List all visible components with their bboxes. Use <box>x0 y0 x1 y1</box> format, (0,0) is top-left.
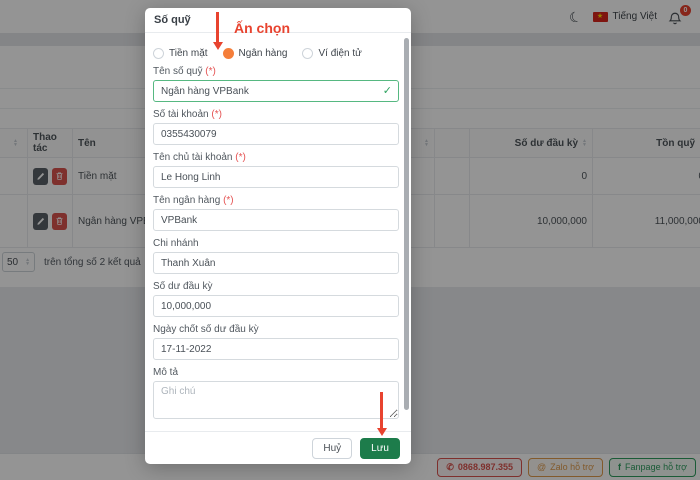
modal-header: Số quỹ <box>145 8 411 33</box>
radio-cash[interactable]: Tiền mặt <box>153 48 208 59</box>
cell-opening-balance: 0 <box>470 158 593 194</box>
field-account-number: Số tài khoản (*) <box>153 109 399 145</box>
page-size-select[interactable]: 50 ▲ ▼ <box>2 252 35 272</box>
delete-button[interactable] <box>52 167 67 185</box>
header-index[interactable]: ▲ ▼ <box>0 129 28 157</box>
phone-support-button[interactable]: ✆ 0868.987.355 <box>437 457 522 477</box>
radio-circle-icon <box>222 48 234 59</box>
modal-footer: Huỷ Lưu <box>145 431 411 464</box>
radio-ewallet[interactable]: Ví điện tử <box>302 48 362 59</box>
annotation-arrow-select <box>212 12 223 50</box>
field-branch: Chi nhánh <box>153 238 399 274</box>
bank-name-input[interactable] <box>153 209 399 231</box>
edit-button[interactable] <box>33 212 48 230</box>
cell-opening-balance: 10,000,000 <box>470 195 593 247</box>
fund-modal: Số quỹ Tiền mặt Ngân hàng Ví điện tử Tên… <box>145 8 411 464</box>
save-button[interactable]: Lưu <box>360 437 400 459</box>
closing-date-input[interactable] <box>153 338 399 360</box>
account-holder-input[interactable] <box>153 166 399 188</box>
modal-body: Tiền mặt Ngân hàng Ví điện tử Tên số quỹ… <box>145 33 411 431</box>
facebook-icon: f <box>618 461 622 472</box>
edit-button[interactable] <box>33 167 48 185</box>
cell-fund-balance: 0 <box>593 158 700 194</box>
opening-balance-input[interactable] <box>153 295 399 317</box>
cancel-button[interactable]: Huỷ <box>312 437 353 459</box>
sort-icon: ▲▼ <box>13 138 18 148</box>
notification-bell-icon[interactable]: 0 <box>668 3 692 27</box>
results-summary: trên tổng số 2 kết quả <box>44 256 141 268</box>
radio-circle-icon <box>153 48 164 59</box>
field-account-holder: Tên chủ tài khoản (*) <box>153 152 399 188</box>
cell-fund-balance: 11,000,000 <box>654 215 700 227</box>
zalo-support-button[interactable]: @ Zalo hỗ trợ <box>527 457 604 477</box>
annotation-hint-text: Ấn chọn <box>234 20 290 36</box>
valid-check-icon: ✓ <box>382 85 392 97</box>
delete-button[interactable] <box>52 212 67 230</box>
header-actions: Thao tác <box>28 129 73 157</box>
field-closing-date: Ngày chốt số dư đầu kỳ <box>153 324 399 360</box>
header-opening-balance[interactable]: Số dư đầu kỳ ▲ ▼ <box>470 129 593 157</box>
field-description: Mô tả <box>153 367 399 424</box>
field-bank-name: Tên ngân hàng (*) <box>153 195 399 231</box>
notification-badge: 0 <box>679 3 692 17</box>
row-actions <box>28 195 73 247</box>
phone-icon: ✆ <box>446 461 454 472</box>
sort-icon: ▲▼ <box>424 138 429 148</box>
zalo-icon: @ <box>536 461 547 472</box>
description-textarea[interactable] <box>153 381 399 419</box>
row-actions <box>28 158 73 194</box>
modal-scrollbar-thumb[interactable] <box>404 38 409 410</box>
fund-type-radio-group: Tiền mặt Ngân hàng Ví điện tử <box>153 48 399 59</box>
modal-title: Số quỹ <box>154 14 191 26</box>
fund-name-input[interactable] <box>153 80 399 102</box>
header-spacer <box>435 129 470 157</box>
vietnam-flag-icon: ★ <box>592 11 608 22</box>
field-opening-balance: Số dư đầu kỳ <box>153 281 399 317</box>
select-caret-icon: ▲ ▼ <box>25 257 31 267</box>
sort-icon: ▲▼ <box>582 138 587 148</box>
language-switcher[interactable]: ★ Tiếng Việt <box>592 11 657 22</box>
radio-bank[interactable]: Ngân hàng <box>222 48 287 59</box>
branch-input[interactable] <box>153 252 399 274</box>
language-label: Tiếng Việt <box>612 11 657 22</box>
annotation-arrow-save <box>376 392 387 436</box>
pagination: 50 ▲ ▼ trên tổng số 2 kết quả <box>2 252 141 272</box>
radio-circle-icon <box>302 48 314 59</box>
field-fund-name: Tên số quỹ (*) ✓ <box>153 66 399 102</box>
fanpage-support-button[interactable]: f Fanpage hỗ trợ <box>609 457 696 477</box>
account-number-input[interactable] <box>153 123 399 145</box>
header-hidden-sortable[interactable]: ▲ ▼ <box>333 129 435 157</box>
